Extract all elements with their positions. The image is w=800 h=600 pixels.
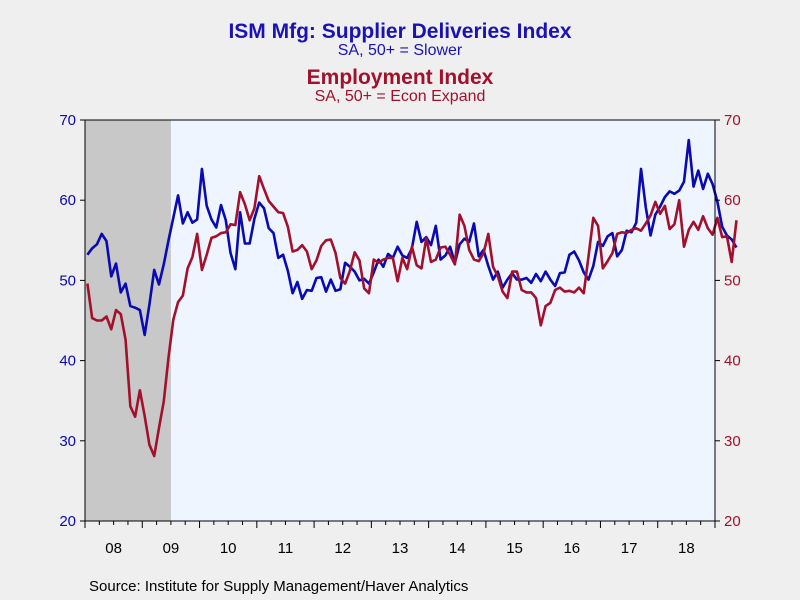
source-note: Source: Institute for Supply Management/… [89, 578, 469, 595]
y-tick-label-right: 30 [724, 433, 741, 450]
x-tick-label: 14 [449, 540, 466, 557]
x-tick-label: 12 [334, 540, 351, 557]
y-tick-label-right: 70 [724, 112, 741, 129]
series-line-employment [86, 174, 738, 458]
x-tick-label: 17 [621, 540, 638, 557]
chart-title: ISM Mfg: Supplier Deliveries Index [228, 20, 572, 43]
x-tick-label: 15 [506, 540, 523, 557]
y-tick-label-right: 20 [724, 513, 741, 530]
x-tick-label: 18 [678, 540, 695, 557]
x-tick-label: 09 [163, 540, 180, 557]
y-tick-label-left: 60 [59, 192, 76, 209]
x-tick-label: 08 [105, 540, 122, 557]
chart-subtitle: SA, 50+ = Slower [337, 42, 463, 59]
chart-title-2: Employment Index [306, 66, 494, 89]
y-tick-label-right: 50 [724, 272, 741, 289]
y-tick-label-right: 40 [724, 353, 741, 370]
y-tick-label-left: 20 [59, 513, 76, 530]
y-tick-label-left: 50 [59, 272, 76, 289]
plot-area [85, 120, 715, 521]
x-tick-label: 11 [278, 540, 294, 557]
y-tick-label-left: 70 [59, 112, 76, 129]
chart-subtitle-2: SA, 50+ = Econ Expand [314, 88, 486, 105]
x-tick-label: 13 [392, 540, 409, 557]
y-tick-label-left: 30 [59, 433, 76, 450]
y-tick-label-left: 40 [59, 353, 76, 370]
y-tick-label-right: 60 [724, 192, 741, 209]
x-tick-label: 10 [220, 540, 237, 557]
x-tick-label: 16 [563, 540, 580, 557]
